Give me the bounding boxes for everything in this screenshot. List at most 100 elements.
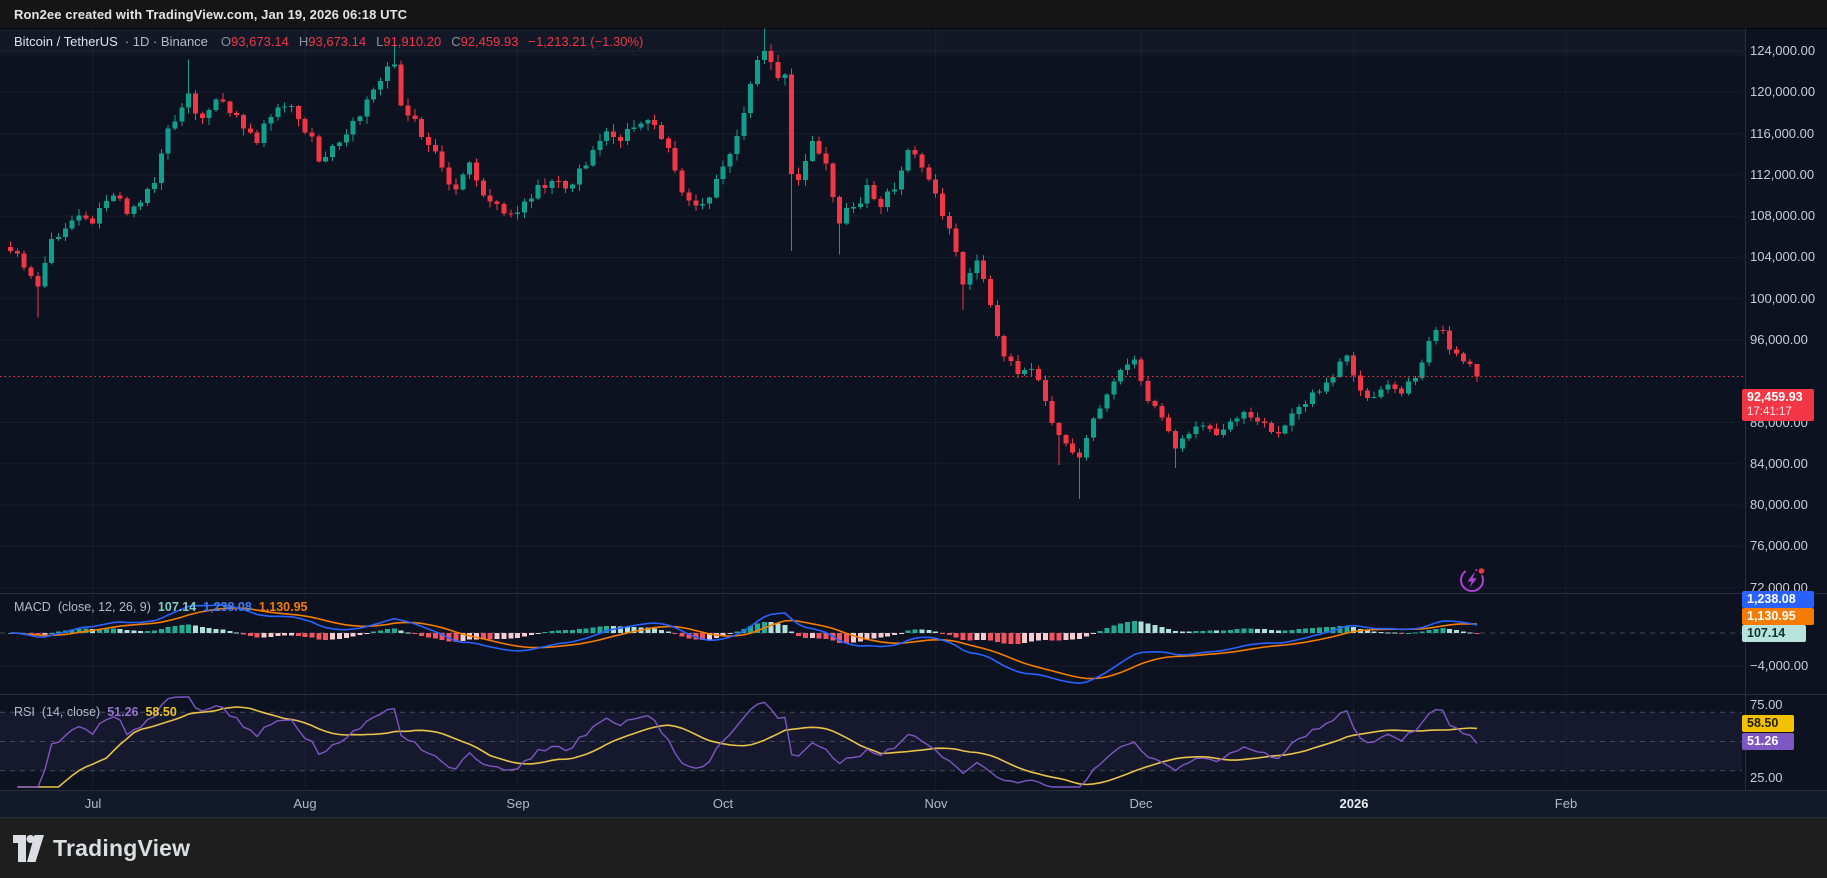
candle — [1234, 418, 1240, 422]
rsi-params: (14, close) — [41, 705, 101, 719]
candle — [816, 140, 822, 154]
flash-action-button[interactable] — [1456, 562, 1490, 596]
macd-bar — [528, 633, 534, 636]
macd-bar — [1193, 631, 1199, 633]
time-axis-label: 2026 — [1339, 796, 1369, 811]
symbol-legend[interactable]: Bitcoin / TetherUS · 1D · Binance O93,67… — [14, 34, 643, 49]
macd-bar — [1323, 627, 1329, 633]
macd-bar — [871, 633, 877, 639]
symbol-meta: · 1D · Binance — [124, 34, 208, 49]
candle — [49, 238, 55, 264]
macd-bar — [1214, 630, 1220, 633]
candle — [494, 201, 500, 204]
candle — [1371, 396, 1377, 398]
candle — [1358, 375, 1363, 391]
candle — [885, 191, 891, 207]
high-value: 93,673.14 — [308, 34, 367, 49]
candle — [124, 198, 130, 214]
macd-bar — [1159, 627, 1165, 633]
candle — [1364, 390, 1370, 398]
macd-signal-badge: 1,130.95 — [1742, 608, 1814, 625]
candle — [1419, 362, 1425, 379]
axis-tick-label: 112,000.00 — [1750, 166, 1815, 182]
macd-hist-badge: 107.14 — [1742, 625, 1806, 642]
macd-bar — [974, 633, 980, 640]
macd-bar — [617, 626, 623, 633]
macd-bar — [1015, 633, 1021, 644]
candle — [1467, 361, 1473, 364]
macd-bar — [940, 633, 945, 634]
macd-bar — [659, 629, 664, 633]
candle — [97, 207, 103, 224]
candle — [994, 304, 1000, 337]
candle — [268, 117, 274, 124]
time-axis-label: Nov — [924, 796, 948, 811]
macd-legend[interactable]: MACD (close, 12, 26, 9) 107.14 1,238.08 … — [14, 600, 308, 614]
candle — [864, 185, 870, 204]
macd-bar — [193, 625, 198, 633]
price-axis[interactable]: 92,459.93 17:41:17 1,238.08 1,130.95 107… — [1742, 28, 1827, 816]
open-value: 93,673.14 — [231, 34, 289, 49]
candle — [56, 236, 61, 239]
macd-bar — [494, 633, 500, 640]
candle — [1001, 336, 1007, 357]
candle — [1104, 394, 1110, 409]
candle — [131, 206, 137, 215]
candle — [302, 119, 308, 133]
macd-bar — [309, 633, 315, 638]
rsi-legend[interactable]: RSI (14, close) 51.26 58.50 — [14, 705, 177, 719]
candle — [508, 213, 514, 215]
candle — [556, 181, 562, 182]
candle — [364, 99, 370, 117]
rsi-line — [17, 696, 1478, 788]
macd-bar — [1474, 633, 1480, 635]
macd-bar — [1029, 633, 1035, 642]
macd-bar — [371, 631, 377, 633]
close-value: 92,459.93 — [460, 34, 519, 49]
macd-histogram-layer — [8, 620, 1480, 644]
candle — [707, 197, 712, 204]
attribution-text: Ron2ee created with TradingView.com, Jan… — [14, 6, 408, 22]
candle — [1412, 378, 1418, 382]
candle — [1282, 425, 1288, 434]
candle — [186, 93, 192, 108]
candle — [1166, 417, 1172, 431]
tradingview-logo[interactable]: TradingView — [13, 835, 190, 862]
macd-bar — [1227, 629, 1233, 633]
macd-bar — [1364, 630, 1370, 633]
candle — [809, 140, 815, 161]
macd-bar — [707, 633, 712, 640]
candle — [193, 93, 198, 114]
macd-bar — [850, 633, 856, 643]
candle — [62, 228, 68, 237]
candle — [1399, 388, 1405, 394]
macd-bar — [1200, 630, 1206, 633]
candle — [850, 206, 856, 209]
macd-bar — [912, 629, 918, 633]
time-axis[interactable]: Jul Aug Sep Oct Nov Dec 2026 Feb — [0, 790, 1827, 818]
candle — [727, 154, 733, 167]
macd-bar — [261, 633, 267, 638]
candle — [535, 185, 541, 199]
candle — [974, 260, 980, 274]
macd-bar — [1262, 629, 1268, 633]
macd-bar — [1234, 629, 1240, 633]
candle — [316, 136, 322, 162]
candle — [617, 137, 623, 141]
macd-bar — [672, 633, 678, 634]
macd-bar — [823, 633, 829, 639]
candle — [69, 220, 75, 229]
axis-tick-label: 120,000.00 — [1750, 84, 1816, 100]
candle — [631, 127, 637, 130]
macd-bar — [357, 633, 363, 635]
macd-bar — [179, 625, 185, 633]
macd-bar — [405, 632, 411, 634]
macd-bar — [1316, 627, 1322, 633]
candle — [522, 201, 527, 213]
macd-bar — [316, 633, 322, 640]
macd-bar — [885, 633, 891, 637]
macd-bar — [1166, 628, 1172, 633]
axis-tick-label: 96,000.00 — [1750, 331, 1808, 347]
axis-tick-label: 84,000.00 — [1750, 455, 1808, 471]
